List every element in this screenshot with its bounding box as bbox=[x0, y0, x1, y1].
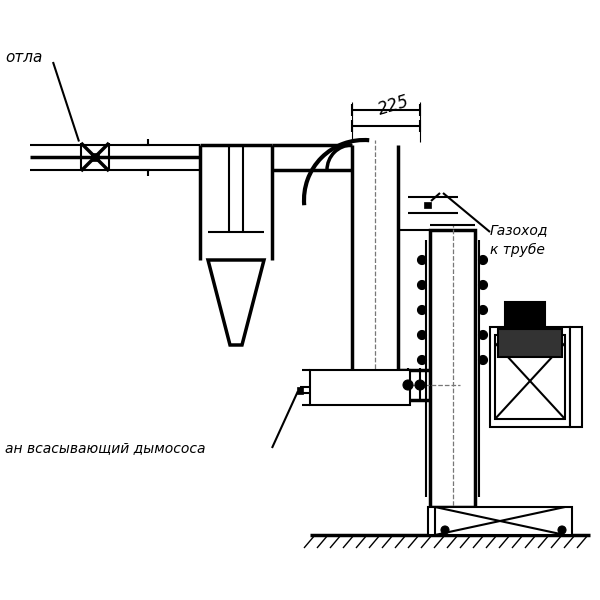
Bar bbox=[430, 230, 475, 507]
Circle shape bbox=[479, 305, 487, 314]
Text: отла: отла bbox=[5, 50, 43, 65]
Circle shape bbox=[441, 526, 449, 534]
Circle shape bbox=[418, 305, 427, 314]
Bar bbox=[495, 335, 565, 419]
Circle shape bbox=[418, 256, 427, 265]
Circle shape bbox=[479, 331, 487, 340]
Circle shape bbox=[418, 280, 427, 289]
Text: 225: 225 bbox=[376, 93, 412, 119]
Bar bbox=[310, 370, 410, 405]
Circle shape bbox=[479, 256, 487, 265]
Bar bbox=[490, 327, 570, 427]
Circle shape bbox=[415, 380, 425, 390]
Text: ан всасывающий дымососа: ан всасывающий дымососа bbox=[5, 441, 205, 455]
Circle shape bbox=[479, 280, 487, 289]
Bar bbox=[424, 202, 431, 208]
Circle shape bbox=[479, 355, 487, 364]
Bar bbox=[570, 327, 582, 427]
Text: Газоход
к трубе: Газоход к трубе bbox=[490, 223, 548, 257]
Bar bbox=[498, 329, 562, 357]
Bar bbox=[428, 507, 572, 535]
Circle shape bbox=[403, 380, 413, 390]
Polygon shape bbox=[208, 260, 264, 345]
Circle shape bbox=[418, 331, 427, 340]
Circle shape bbox=[418, 355, 427, 364]
Bar bbox=[91, 153, 99, 161]
Bar bbox=[297, 387, 303, 394]
Circle shape bbox=[558, 526, 566, 534]
Bar bbox=[505, 302, 545, 327]
